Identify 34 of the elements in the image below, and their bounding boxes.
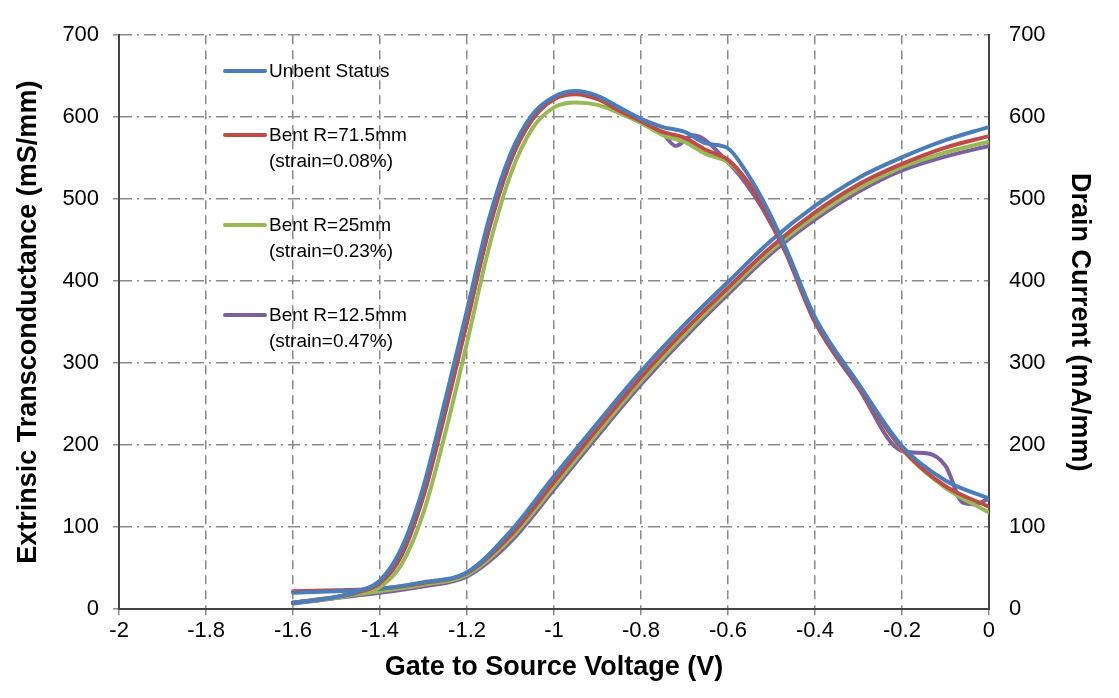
x-tick-label: -1 xyxy=(544,617,564,643)
legend-label: Bent R=25mm (strain=0.23%) xyxy=(269,213,395,263)
x-tick-label: -0.2 xyxy=(882,617,921,643)
legend-label: Unbent Status xyxy=(269,59,391,83)
x-tick-label: 0 xyxy=(982,617,996,643)
x-tick-label: -0.4 xyxy=(795,617,834,643)
legend-label: Bent R=12.5mm (strain=0.47%) xyxy=(269,303,408,353)
y2-tick-label: 300 xyxy=(1008,349,1046,375)
x-tick-label: -1.4 xyxy=(361,617,399,643)
y-tick-label: 200 xyxy=(62,431,100,457)
y2-tick-label: 400 xyxy=(1008,267,1046,293)
x-tick-label: -1.2 xyxy=(448,617,486,643)
y2-tick-label: 100 xyxy=(1008,513,1046,539)
y2-tick-label: 600 xyxy=(1008,103,1046,129)
y2-tick-label: 200 xyxy=(1008,431,1046,457)
y2-tick-label: 700 xyxy=(1008,21,1046,47)
y-tick-label: 100 xyxy=(62,513,100,539)
x-tick-label: -2 xyxy=(109,617,129,643)
x-tick-label: -1.6 xyxy=(274,617,313,643)
y2-axis-title: Drain Current (mA/mm) xyxy=(1066,172,1097,472)
y-tick-label: 600 xyxy=(62,103,100,129)
y-tick-label: 700 xyxy=(62,21,100,47)
y-tick-label: 300 xyxy=(62,349,100,375)
x-tick-label: -0.8 xyxy=(622,617,660,643)
y2-tick-label: 0 xyxy=(1008,595,1022,621)
y-axis-title: Extrinsic Transconductance (mS/mm) xyxy=(11,80,42,564)
y2-tick-label: 500 xyxy=(1008,185,1046,211)
x-tick-label: -0.6 xyxy=(709,617,747,643)
x-axis-title: Gate to Source Voltage (V) xyxy=(384,651,724,682)
legend-label: Bent R=71.5mm (strain=0.08%) xyxy=(269,123,408,173)
y-tick-label: 400 xyxy=(62,267,100,293)
x-tick-label: -1.8 xyxy=(187,617,226,643)
y-tick-label: 500 xyxy=(62,185,100,211)
y-tick-label: 0 xyxy=(86,595,100,621)
